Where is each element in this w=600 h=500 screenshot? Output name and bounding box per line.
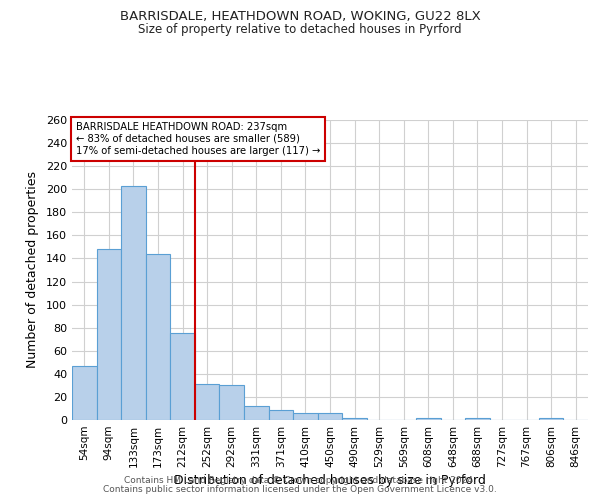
Bar	[121, 186, 146, 420]
Bar	[97, 249, 121, 420]
Bar	[465, 418, 490, 420]
Text: Contains HM Land Registry data © Crown copyright and database right 2024.: Contains HM Land Registry data © Crown c…	[124, 476, 476, 485]
Bar	[244, 406, 269, 420]
Bar	[72, 366, 97, 420]
Bar	[318, 413, 342, 420]
Bar	[170, 334, 195, 420]
Bar	[539, 418, 563, 420]
Y-axis label: Number of detached properties: Number of detached properties	[26, 172, 39, 368]
X-axis label: Distribution of detached houses by size in Pyrford: Distribution of detached houses by size …	[174, 474, 486, 487]
Text: BARRISDALE, HEATHDOWN ROAD, WOKING, GU22 8LX: BARRISDALE, HEATHDOWN ROAD, WOKING, GU22…	[119, 10, 481, 23]
Bar	[342, 418, 367, 420]
Bar	[269, 410, 293, 420]
Bar	[195, 384, 220, 420]
Text: BARRISDALE HEATHDOWN ROAD: 237sqm
← 83% of detached houses are smaller (589)
17%: BARRISDALE HEATHDOWN ROAD: 237sqm ← 83% …	[76, 122, 320, 156]
Text: Size of property relative to detached houses in Pyrford: Size of property relative to detached ho…	[138, 22, 462, 36]
Bar	[146, 254, 170, 420]
Bar	[220, 386, 244, 420]
Text: Contains public sector information licensed under the Open Government Licence v3: Contains public sector information licen…	[103, 485, 497, 494]
Bar	[416, 418, 440, 420]
Bar	[293, 413, 318, 420]
